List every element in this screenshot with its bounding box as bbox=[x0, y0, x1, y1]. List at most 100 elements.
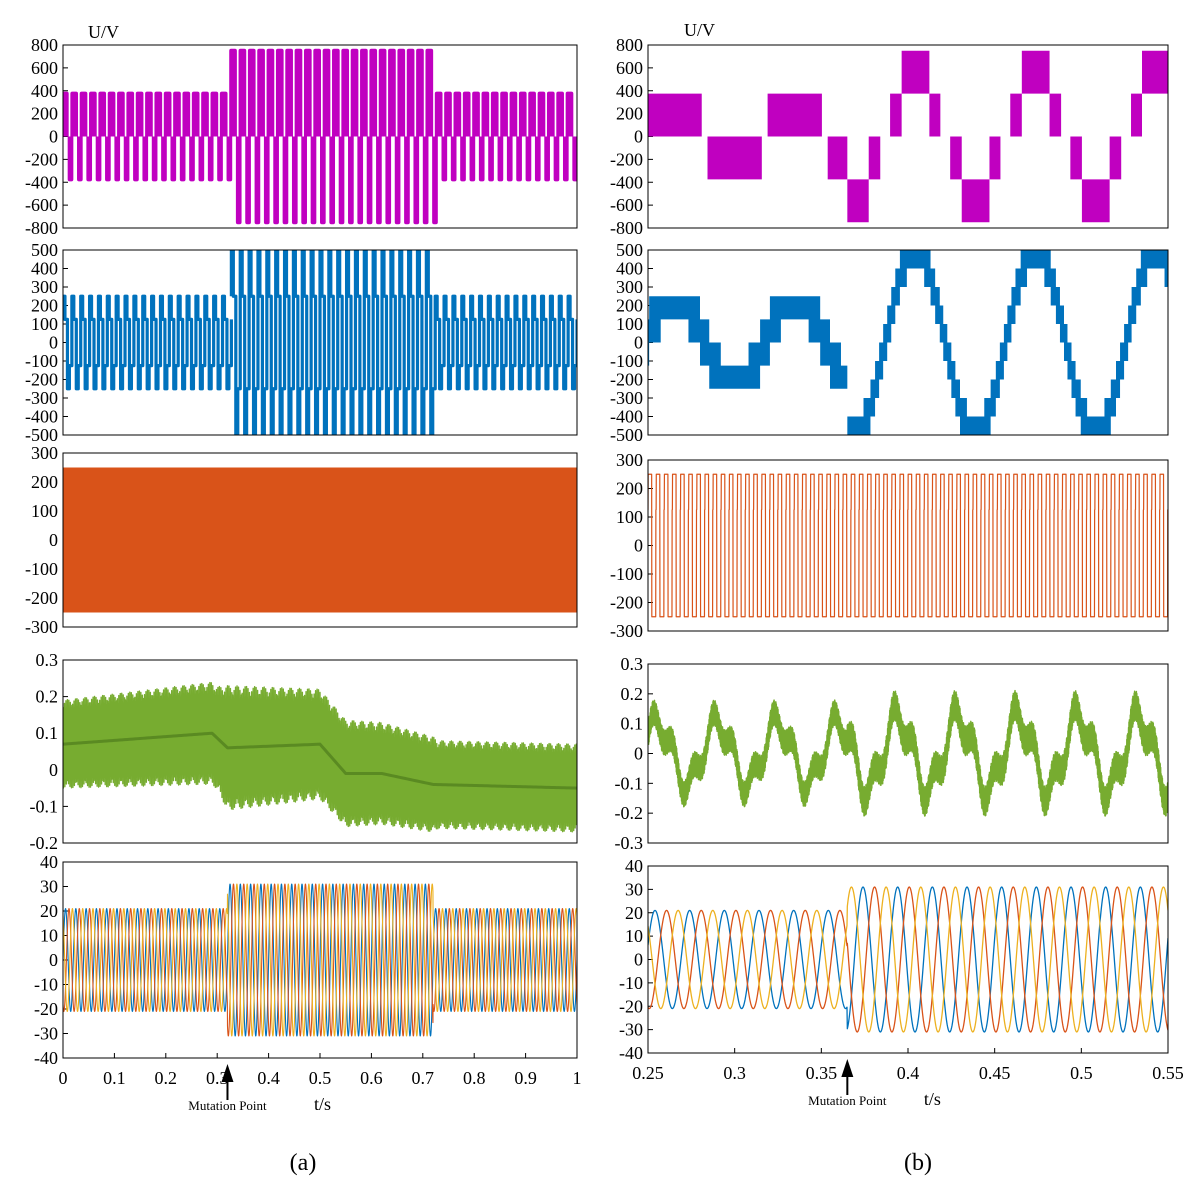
y-tick-label: 0.1 bbox=[36, 723, 59, 743]
y-tick-label: 600 bbox=[31, 58, 58, 78]
y-tick-label: 20 bbox=[625, 903, 643, 923]
y-tick-label: 200 bbox=[616, 296, 643, 316]
a-x-tick-label: 1 bbox=[573, 1068, 582, 1088]
plot-area bbox=[63, 681, 577, 833]
y-tick-label: -300 bbox=[25, 388, 58, 408]
a-x-tick-label: 0.6 bbox=[360, 1068, 383, 1088]
caption-a: (a) bbox=[290, 1150, 317, 1176]
a-mutation-label: Mutation Point bbox=[188, 1098, 267, 1113]
plot-area bbox=[648, 886, 1168, 1033]
y-tick-label: -100 bbox=[610, 351, 643, 371]
axes-frame bbox=[62, 659, 578, 844]
y-tick-label: 400 bbox=[616, 81, 643, 101]
unit-label-a: U/V bbox=[88, 22, 119, 42]
y-tick-label: -200 bbox=[610, 370, 643, 390]
y-tick-label: -500 bbox=[25, 425, 58, 445]
y-tick-label: 200 bbox=[31, 472, 58, 492]
y-tick-label: -100 bbox=[25, 351, 58, 371]
y-tick-label: -0.3 bbox=[615, 833, 644, 853]
y-tick-label: 0.2 bbox=[36, 687, 59, 707]
a-subplot-common-mode: 0.3 0.2 0.1 0 -0.1 -0.2 bbox=[30, 650, 578, 853]
y-tick-label: 400 bbox=[31, 81, 58, 101]
blue-voltage-trace bbox=[63, 250, 577, 435]
b-mutation-label: Mutation Point bbox=[808, 1093, 887, 1108]
y-tick-label: 0 bbox=[634, 744, 643, 764]
orange-voltage-band bbox=[63, 467, 577, 613]
y-tick-label: -40 bbox=[619, 1043, 643, 1063]
a-x-tick-label: 0.2 bbox=[155, 1068, 178, 1088]
a-subplot-three-phase-current: 40 30 20 10 0 -10 -20 -30 -40 bbox=[34, 852, 578, 1068]
current-phase-1 bbox=[648, 886, 1168, 1033]
plot-area bbox=[63, 883, 577, 1037]
y-tick-label: -10 bbox=[619, 973, 643, 993]
y-tick-label: -400 bbox=[610, 172, 643, 192]
y-tick-label: 40 bbox=[40, 852, 58, 872]
a-x-axis-label: t/s bbox=[314, 1094, 331, 1114]
current-phase-2 bbox=[648, 886, 1168, 1033]
current-phase-3 bbox=[63, 883, 577, 1037]
y-tick-label: -600 bbox=[25, 195, 58, 215]
magenta-voltage-trace bbox=[63, 48, 577, 225]
y-tick-label: 100 bbox=[31, 314, 58, 334]
y-tick-label: -200 bbox=[25, 149, 58, 169]
y-tick-label: 800 bbox=[31, 35, 58, 55]
y-tick-label: 0.3 bbox=[621, 654, 644, 674]
a-x-tick-label: 0.9 bbox=[514, 1068, 537, 1088]
axes-frame bbox=[647, 44, 1169, 229]
plot-area bbox=[648, 50, 1168, 223]
axes-frame bbox=[62, 44, 578, 229]
b-x-tick-label: 0.35 bbox=[806, 1063, 838, 1083]
y-tick-label: -800 bbox=[25, 218, 58, 238]
y-tick-label: 300 bbox=[31, 443, 58, 463]
b-x-tick-label: 0.25 bbox=[632, 1063, 664, 1083]
plot-area bbox=[63, 467, 577, 613]
current-phase-3 bbox=[648, 886, 1168, 1033]
a-subplot-phase-voltage: 800 600 400 200 0-200 -400 -600 -800 bbox=[25, 35, 578, 238]
plot-area bbox=[63, 48, 577, 225]
y-tick-label: -0.1 bbox=[30, 796, 59, 816]
a-mutation-arrowhead bbox=[221, 1064, 234, 1082]
y-tick-label: 0 bbox=[49, 333, 58, 353]
y-tick-label: 500 bbox=[31, 240, 58, 260]
y-tick-label: 0.3 bbox=[36, 650, 59, 670]
y-tick-label: 40 bbox=[625, 856, 643, 876]
y-tick-label: 0 bbox=[634, 333, 643, 353]
b-x-tick-label: 0.55 bbox=[1152, 1063, 1184, 1083]
a-x-tick-label: 0.1 bbox=[103, 1068, 126, 1088]
current-phase-2 bbox=[63, 883, 577, 1037]
y-tick-label: 30 bbox=[40, 877, 58, 897]
plot-area bbox=[63, 250, 577, 435]
y-tick-label: 200 bbox=[616, 104, 643, 124]
b-x-tick-label: 0.5 bbox=[1070, 1063, 1093, 1083]
caption-b: (b) bbox=[904, 1150, 932, 1176]
b-x-axis-label: t/s bbox=[924, 1089, 941, 1109]
green-center-line bbox=[63, 731, 577, 790]
magenta-staircase-trace bbox=[648, 50, 1168, 223]
green-common-mode-trace bbox=[63, 681, 577, 833]
b-subplot-phase-voltage: 800 600 400 200 0-200 -400 -600 -800 bbox=[610, 35, 1169, 238]
y-tick-label: 0.2 bbox=[621, 684, 644, 704]
y-tick-label: 0 bbox=[634, 536, 643, 556]
green-common-mode-trace bbox=[648, 689, 1168, 817]
plot-area bbox=[648, 689, 1168, 817]
y-tick-label: 800 bbox=[616, 35, 643, 55]
y-tick-label: -0.2 bbox=[30, 833, 59, 853]
y-tick-label: -30 bbox=[34, 1024, 58, 1044]
current-phase-1 bbox=[63, 883, 577, 1037]
y-tick-label: 10 bbox=[40, 926, 58, 946]
y-tick-label: -200 bbox=[25, 588, 58, 608]
y-tick-label: 200 bbox=[616, 479, 643, 499]
y-tick-label: 0 bbox=[49, 530, 58, 550]
axes-frame bbox=[62, 452, 578, 628]
y-tick-label: 0 bbox=[634, 127, 643, 147]
a-subplot-module-voltage: 300 200 100 0 -100 -200 -300 bbox=[25, 443, 578, 637]
y-tick-label: -400 bbox=[25, 172, 58, 192]
b-subplot-three-phase-current: 40 30 20 10 0 -10 -20 -30 -40 bbox=[619, 856, 1169, 1063]
y-tick-label: -0.1 bbox=[615, 773, 644, 793]
y-tick-label: 0 bbox=[49, 127, 58, 147]
y-tick-label: -100 bbox=[25, 559, 58, 579]
y-tick-label: -200 bbox=[610, 149, 643, 169]
y-tick-label: 20 bbox=[40, 901, 58, 921]
